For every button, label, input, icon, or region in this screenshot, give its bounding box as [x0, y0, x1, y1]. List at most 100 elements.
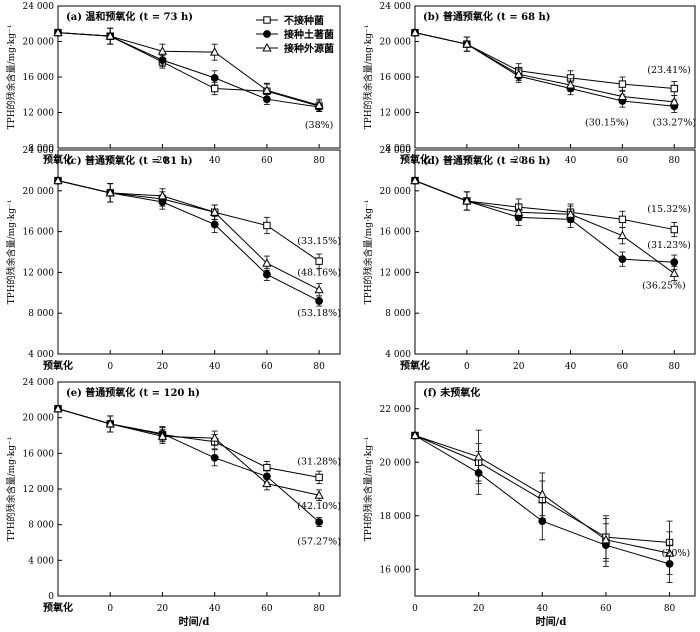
y-tick-label: 20 000 — [380, 458, 412, 468]
data-point — [514, 207, 524, 216]
y-tick-label: 24 000 — [23, 2, 55, 12]
y-tick-label: 12 000 — [380, 268, 412, 278]
x-tick-label: 60 — [261, 156, 273, 166]
data-point — [565, 79, 576, 89]
y-tick-label: 24 000 — [23, 146, 55, 156]
data-point — [210, 47, 220, 56]
data-point — [669, 96, 679, 106]
x-tick-label: 60 — [617, 156, 629, 166]
data-point — [263, 221, 271, 230]
y-tick-label: 24 000 — [380, 2, 412, 12]
series-1 — [411, 176, 679, 270]
series-line — [57, 180, 320, 302]
x-tick-label: 40 — [209, 362, 221, 372]
annotation-label: (20%) — [662, 548, 691, 559]
data-point — [53, 27, 63, 37]
series-line — [57, 32, 320, 106]
x-tick-label: 20 — [157, 156, 169, 166]
data-point — [669, 268, 679, 277]
y-tick-label: 8 000 — [28, 309, 54, 319]
panel-title: (c) 普通预氧化 (t = 81 h) — [66, 154, 193, 167]
y-tick-label: 0 — [48, 592, 54, 602]
legend-marker — [263, 16, 271, 24]
series-line — [414, 180, 675, 274]
x-tick-label: 预氧化 — [43, 601, 73, 614]
x-axis-title-right: 时间/d — [536, 615, 567, 628]
series-line — [57, 180, 320, 262]
series-line — [414, 32, 675, 103]
data-point — [314, 100, 324, 109]
y-tick-label: 20 000 — [23, 187, 55, 197]
data-point — [210, 207, 220, 216]
data-point — [618, 215, 627, 224]
data-point — [157, 431, 168, 440]
series-1 — [54, 404, 324, 527]
x-tick-label: 0 — [464, 156, 470, 166]
data-point — [105, 31, 115, 40]
plot-frame — [57, 149, 341, 355]
series-line — [57, 408, 320, 478]
data-point — [262, 270, 271, 279]
series-2 — [53, 175, 324, 297]
x-tick-label: 40 — [209, 604, 221, 614]
x-tick-label: 预氧化 — [400, 359, 430, 372]
annotation-label: (23.41%) — [647, 65, 691, 76]
x-tick-label: 40 — [537, 604, 549, 614]
x-tick-label: 60 — [261, 604, 273, 614]
data-point — [315, 257, 323, 265]
y-tick-label: 20 000 — [23, 414, 55, 424]
data-point — [315, 473, 323, 482]
chart-panel-3: 4 000 8 000 12 000 16 000 20 000 24 000 预氧化 0 20… — [362, 146, 696, 372]
data-point — [514, 69, 524, 78]
data-point — [263, 463, 271, 472]
y-tick-label: 4 000 — [28, 350, 54, 360]
y-axis-title: TPH的残余含量/mg·kg⁻¹ — [5, 437, 17, 542]
data-point — [105, 418, 115, 428]
x-tick-label: 20 — [473, 604, 485, 614]
y-tick-label: 20 000 — [380, 38, 412, 48]
x-tick-label: 40 — [565, 362, 577, 372]
series-line — [414, 32, 675, 107]
y-tick-label: 16 000 — [380, 565, 412, 575]
series-line — [57, 408, 320, 496]
series-2 — [410, 27, 679, 109]
x-tick-label: 60 — [261, 362, 273, 372]
series-line — [57, 180, 320, 291]
plot-frame — [414, 381, 696, 597]
plot-frame — [414, 149, 696, 355]
x-axis-title-left: 时间/d — [179, 615, 210, 628]
data-point — [410, 430, 420, 439]
series-0 — [411, 28, 678, 97]
data-point — [617, 91, 628, 101]
series-1 — [54, 27, 324, 113]
data-point — [670, 225, 678, 234]
y-axis-title: TPH的残余含量/mg·kg⁻¹ — [5, 25, 17, 130]
data-point — [601, 534, 611, 544]
series-line — [414, 180, 675, 231]
series-0 — [54, 176, 323, 269]
data-point — [618, 80, 627, 88]
annotation-label: (31.28%) — [297, 456, 341, 467]
y-axis-title: TPH的残余含量/mg·kg⁻¹ — [362, 25, 374, 130]
x-tick-label: 60 — [617, 362, 629, 372]
plot-frame — [57, 5, 341, 149]
series-2 — [410, 429, 675, 575]
x-tick-label: 0 — [107, 604, 113, 614]
y-axis-title: TPH的残余含量/mg·kg⁻¹ — [362, 437, 374, 542]
y-tick-label: 16 000 — [380, 73, 412, 83]
y-tick-label: 8 000 — [28, 144, 54, 154]
x-tick-label: 0 — [464, 362, 470, 372]
y-tick-label: 16 000 — [23, 449, 55, 459]
data-point — [314, 490, 324, 499]
x-tick-label: 80 — [669, 362, 681, 372]
y-tick-label: 16 000 — [23, 73, 55, 83]
series-line — [414, 180, 675, 263]
data-point — [670, 258, 679, 267]
data-point — [538, 517, 547, 525]
data-point — [617, 230, 628, 240]
data-point — [157, 190, 168, 200]
x-tick-label: 80 — [669, 156, 681, 166]
